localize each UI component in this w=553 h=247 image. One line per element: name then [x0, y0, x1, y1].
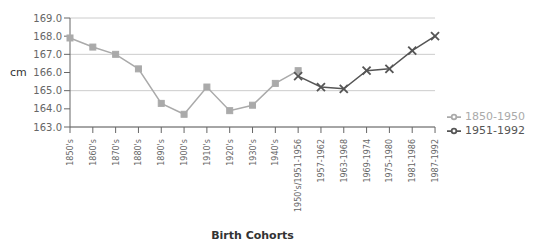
- svg-text:168.0: 168.0: [33, 31, 62, 42]
- svg-text:1920's: 1920's: [226, 139, 235, 166]
- svg-text:167.0: 167.0: [33, 49, 62, 60]
- svg-text:165.0: 165.0: [33, 85, 62, 96]
- svg-text:1890's: 1890's: [157, 139, 166, 166]
- svg-text:163.0: 163.0: [33, 122, 62, 133]
- svg-text:1969-1974: 1969-1974: [363, 139, 372, 183]
- svg-text:1981-1986: 1981-1986: [408, 139, 417, 183]
- svg-text:1963-1968: 1963-1968: [340, 139, 349, 183]
- svg-text:1870's: 1870's: [112, 139, 121, 166]
- svg-text:1910's: 1910's: [203, 139, 212, 166]
- svg-text:1850's: 1850's: [66, 139, 75, 166]
- svg-text:1957-1962: 1957-1962: [317, 139, 326, 183]
- svg-text:1987-1992: 1987-1992: [431, 139, 440, 183]
- svg-text:Birth Cohorts: Birth Cohorts: [211, 229, 294, 239]
- svg-text:169.0: 169.0: [33, 13, 62, 24]
- svg-text:1950's/1951-1956: 1950's/1951-1956: [294, 139, 303, 212]
- svg-text:1940's: 1940's: [271, 139, 280, 166]
- svg-text:1900's: 1900's: [180, 139, 189, 166]
- svg-text:1880's: 1880's: [134, 139, 143, 166]
- svg-text:cm: cm: [10, 66, 27, 79]
- svg-text:164.0: 164.0: [33, 103, 62, 114]
- svg-text:1930's: 1930's: [249, 139, 258, 166]
- svg-text:1860's: 1860's: [89, 139, 98, 166]
- html-text:1850-1950: 1850-1950: [465, 109, 525, 123]
- svg-text:166.0: 166.0: [33, 67, 62, 78]
- svg-text:1975-1980: 1975-1980: [385, 139, 394, 183]
- html-text:1951-1992: 1951-1992: [465, 123, 525, 137]
